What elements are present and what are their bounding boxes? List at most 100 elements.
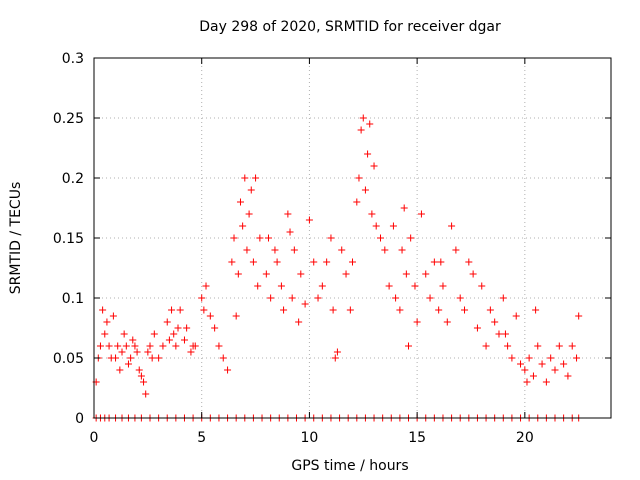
data-point-marker: [118, 348, 126, 356]
x-tick-label: 20: [516, 430, 534, 446]
data-point-marker: [290, 246, 298, 254]
y-tick-label: 0.2: [62, 171, 84, 187]
data-point-marker: [389, 222, 397, 230]
y-axis-label: SRMTID / TECUs: [8, 182, 24, 295]
data-point-marker: [122, 342, 130, 350]
data-point-marker: [232, 312, 240, 320]
data-point-marker: [398, 246, 406, 254]
data-point-marker: [534, 342, 542, 350]
data-point-marker: [267, 294, 275, 302]
data-point-marker: [370, 162, 378, 170]
data-point-marker: [435, 306, 443, 314]
data-point-marker: [191, 342, 199, 350]
data-point-marker: [114, 342, 122, 350]
data-point-marker: [163, 318, 171, 326]
data-point-marker: [133, 348, 141, 356]
data-point-marker: [512, 312, 520, 320]
data-point-marker: [364, 150, 372, 158]
data-point-marker: [256, 234, 264, 242]
data-point-marker: [564, 372, 572, 380]
data-point-marker: [252, 174, 260, 182]
data-point-marker: [105, 342, 113, 350]
data-point-marker: [228, 258, 236, 266]
data-point-marker: [448, 222, 456, 230]
data-point-marker: [523, 378, 531, 386]
data-point-marker: [262, 270, 270, 278]
data-point-marker: [331, 354, 339, 362]
data-point-marker: [430, 258, 438, 266]
data-point-marker: [168, 306, 176, 314]
data-point-marker: [547, 354, 555, 362]
data-point-marker: [426, 294, 434, 302]
data-point-marker: [349, 258, 356, 266]
data-point-marker: [439, 282, 447, 290]
data-point-marker: [417, 210, 425, 218]
data-point-marker: [413, 318, 421, 326]
data-point-marker: [109, 312, 117, 320]
data-point-marker: [482, 342, 490, 350]
data-point-marker: [465, 258, 473, 266]
data-point-marker: [146, 342, 154, 350]
data-point-marker: [392, 294, 400, 302]
data-point-marker: [499, 294, 507, 302]
data-point-marker: [491, 318, 499, 326]
data-point-marker: [127, 354, 135, 362]
data-point-marker: [333, 348, 341, 356]
data-point-marker: [437, 258, 445, 266]
data-point-marker: [120, 330, 128, 338]
data-point-marker: [568, 342, 576, 350]
data-point-marker: [286, 228, 294, 236]
data-point-marker: [297, 270, 305, 278]
data-point-marker: [271, 246, 279, 254]
data-point-marker: [443, 318, 451, 326]
data-point-marker: [318, 282, 326, 290]
data-point-marker: [368, 210, 376, 218]
data-point-marker: [295, 318, 303, 326]
data-point-marker: [159, 342, 167, 350]
data-point-marker: [211, 324, 219, 332]
data-point-marker: [247, 186, 255, 194]
data-point-marker: [357, 126, 365, 134]
data-point-marker: [478, 282, 486, 290]
data-point-marker: [560, 360, 568, 368]
data-point-marker: [170, 330, 178, 338]
data-point-marker: [359, 114, 367, 122]
data-point-marker: [385, 282, 393, 290]
data-point-marker: [150, 330, 158, 338]
data-point-marker: [346, 306, 354, 314]
data-point-marker: [124, 360, 132, 368]
data-point-marker: [172, 342, 180, 350]
data-point-marker: [131, 342, 139, 350]
data-point-marker: [112, 354, 120, 362]
data-point-marker: [342, 270, 350, 278]
data-point-marker: [396, 306, 404, 314]
y-tick-label: 0.05: [53, 351, 84, 367]
data-point-marker: [215, 342, 223, 350]
y-tick-label: 0.25: [53, 111, 84, 127]
data-point-marker: [183, 324, 191, 332]
data-point-marker: [142, 390, 150, 398]
data-point-marker: [198, 294, 206, 302]
data-point-marker: [135, 366, 143, 374]
axis-ticks: 0 5 10 15 20 0 0.05 0.1 0.15 0.2 0.25 0.3: [53, 51, 611, 446]
data-point-marker: [206, 312, 214, 320]
data-point-marker: [461, 306, 469, 314]
data-point-marker: [361, 186, 369, 194]
data-point-marker: [366, 120, 374, 128]
data-point-marker: [329, 306, 337, 314]
data-point-marker: [174, 324, 182, 332]
data-point-marker: [495, 330, 503, 338]
data-point-marker: [155, 354, 163, 362]
data-point-marker: [555, 342, 563, 350]
data-point-marker: [327, 234, 335, 242]
data-point-marker: [521, 366, 529, 374]
data-point-marker: [99, 306, 107, 314]
data-point-marker: [264, 234, 272, 242]
data-point-marker: [486, 306, 494, 314]
data-point-marker: [103, 318, 111, 326]
data-point-marker: [575, 312, 583, 320]
data-point-marker: [137, 372, 145, 380]
data-point-marker: [377, 234, 385, 242]
data-point-marker: [187, 348, 195, 356]
